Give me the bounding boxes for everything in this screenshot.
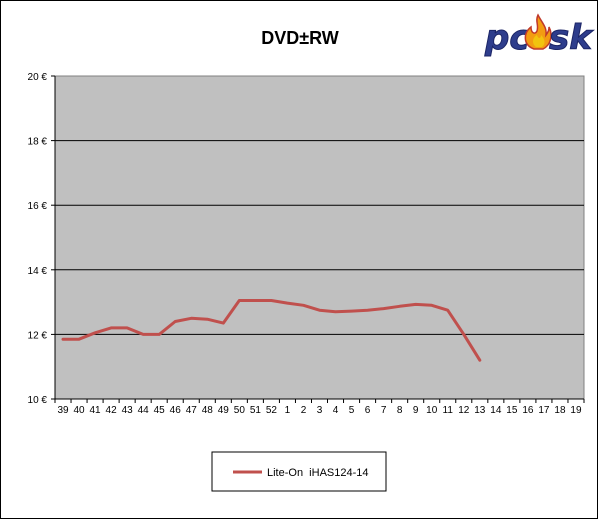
- x-tick-label: 48: [202, 405, 214, 416]
- x-tick-label: 47: [186, 405, 198, 416]
- x-tick-label: 3: [317, 405, 323, 416]
- y-tick-label: 18 €: [28, 137, 48, 148]
- gridlines: [55, 140, 584, 335]
- series-line-0: [61, 299, 482, 362]
- x-tick-label: 9: [413, 405, 419, 416]
- x-tick-label: 41: [90, 405, 102, 416]
- series-layer: [61, 299, 482, 362]
- x-tick-label: 2: [301, 405, 307, 416]
- pcask-logo: pc sk: [484, 13, 595, 59]
- x-tick-label: 42: [106, 405, 118, 416]
- chart-title: DVD±RW: [261, 28, 339, 48]
- x-tick-label: 46: [170, 405, 182, 416]
- x-tick-label: 52: [266, 405, 278, 416]
- x-tick-label: 40: [73, 405, 85, 416]
- x-tick-label: 1: [285, 405, 291, 416]
- svg-text:pc: pc: [484, 18, 530, 58]
- x-tick-label: 43: [122, 405, 134, 416]
- x-tick-label: 44: [138, 405, 150, 416]
- x-tick-label: 19: [570, 405, 582, 416]
- x-tick-label: 16: [522, 405, 534, 416]
- x-tick-label: 6: [365, 405, 371, 416]
- x-tick-label: 39: [57, 405, 69, 416]
- y-tick-label: 20 €: [28, 72, 48, 83]
- x-tick-label: 50: [234, 405, 246, 416]
- x-tick-label: 13: [474, 405, 486, 416]
- legend: Lite-On iHAS124-14: [211, 451, 387, 492]
- legend-label: Lite-On iHAS124-14: [267, 467, 369, 479]
- x-tick-label: 10: [426, 405, 438, 416]
- x-tick-label: 7: [381, 405, 387, 416]
- x-tick-label: 51: [250, 405, 262, 416]
- x-tick-label: 45: [154, 405, 166, 416]
- x-tick-label: 8: [397, 405, 403, 416]
- x-tick-label: 14: [490, 405, 502, 416]
- x-axis: 39 40 41 42 43 44 45 46 47 48 49 50 51 52 1 2 3 4 5 6 7 8 9 10 1…: [54, 398, 585, 416]
- y-tick-label: 12 €: [28, 330, 48, 341]
- y-tick-label: 10 €: [28, 395, 48, 406]
- x-tick-label: 12: [458, 405, 470, 416]
- x-tick-label: 18: [554, 405, 566, 416]
- plot-area: [54, 75, 585, 400]
- x-tick-label: 17: [538, 405, 550, 416]
- y-axis: 10 € 12 € 14 € 16 € 18 € 20 €: [28, 72, 56, 406]
- x-tick-label: 15: [506, 405, 518, 416]
- x-tick-label: 11: [443, 405, 454, 416]
- y-tick-label: 14 €: [28, 266, 48, 277]
- x-tick-label: 5: [349, 405, 355, 416]
- y-tick-label: 16 €: [28, 201, 48, 212]
- x-tick-label: 4: [333, 405, 339, 416]
- x-tick-label: 49: [218, 405, 230, 416]
- svg-text:sk: sk: [549, 18, 594, 58]
